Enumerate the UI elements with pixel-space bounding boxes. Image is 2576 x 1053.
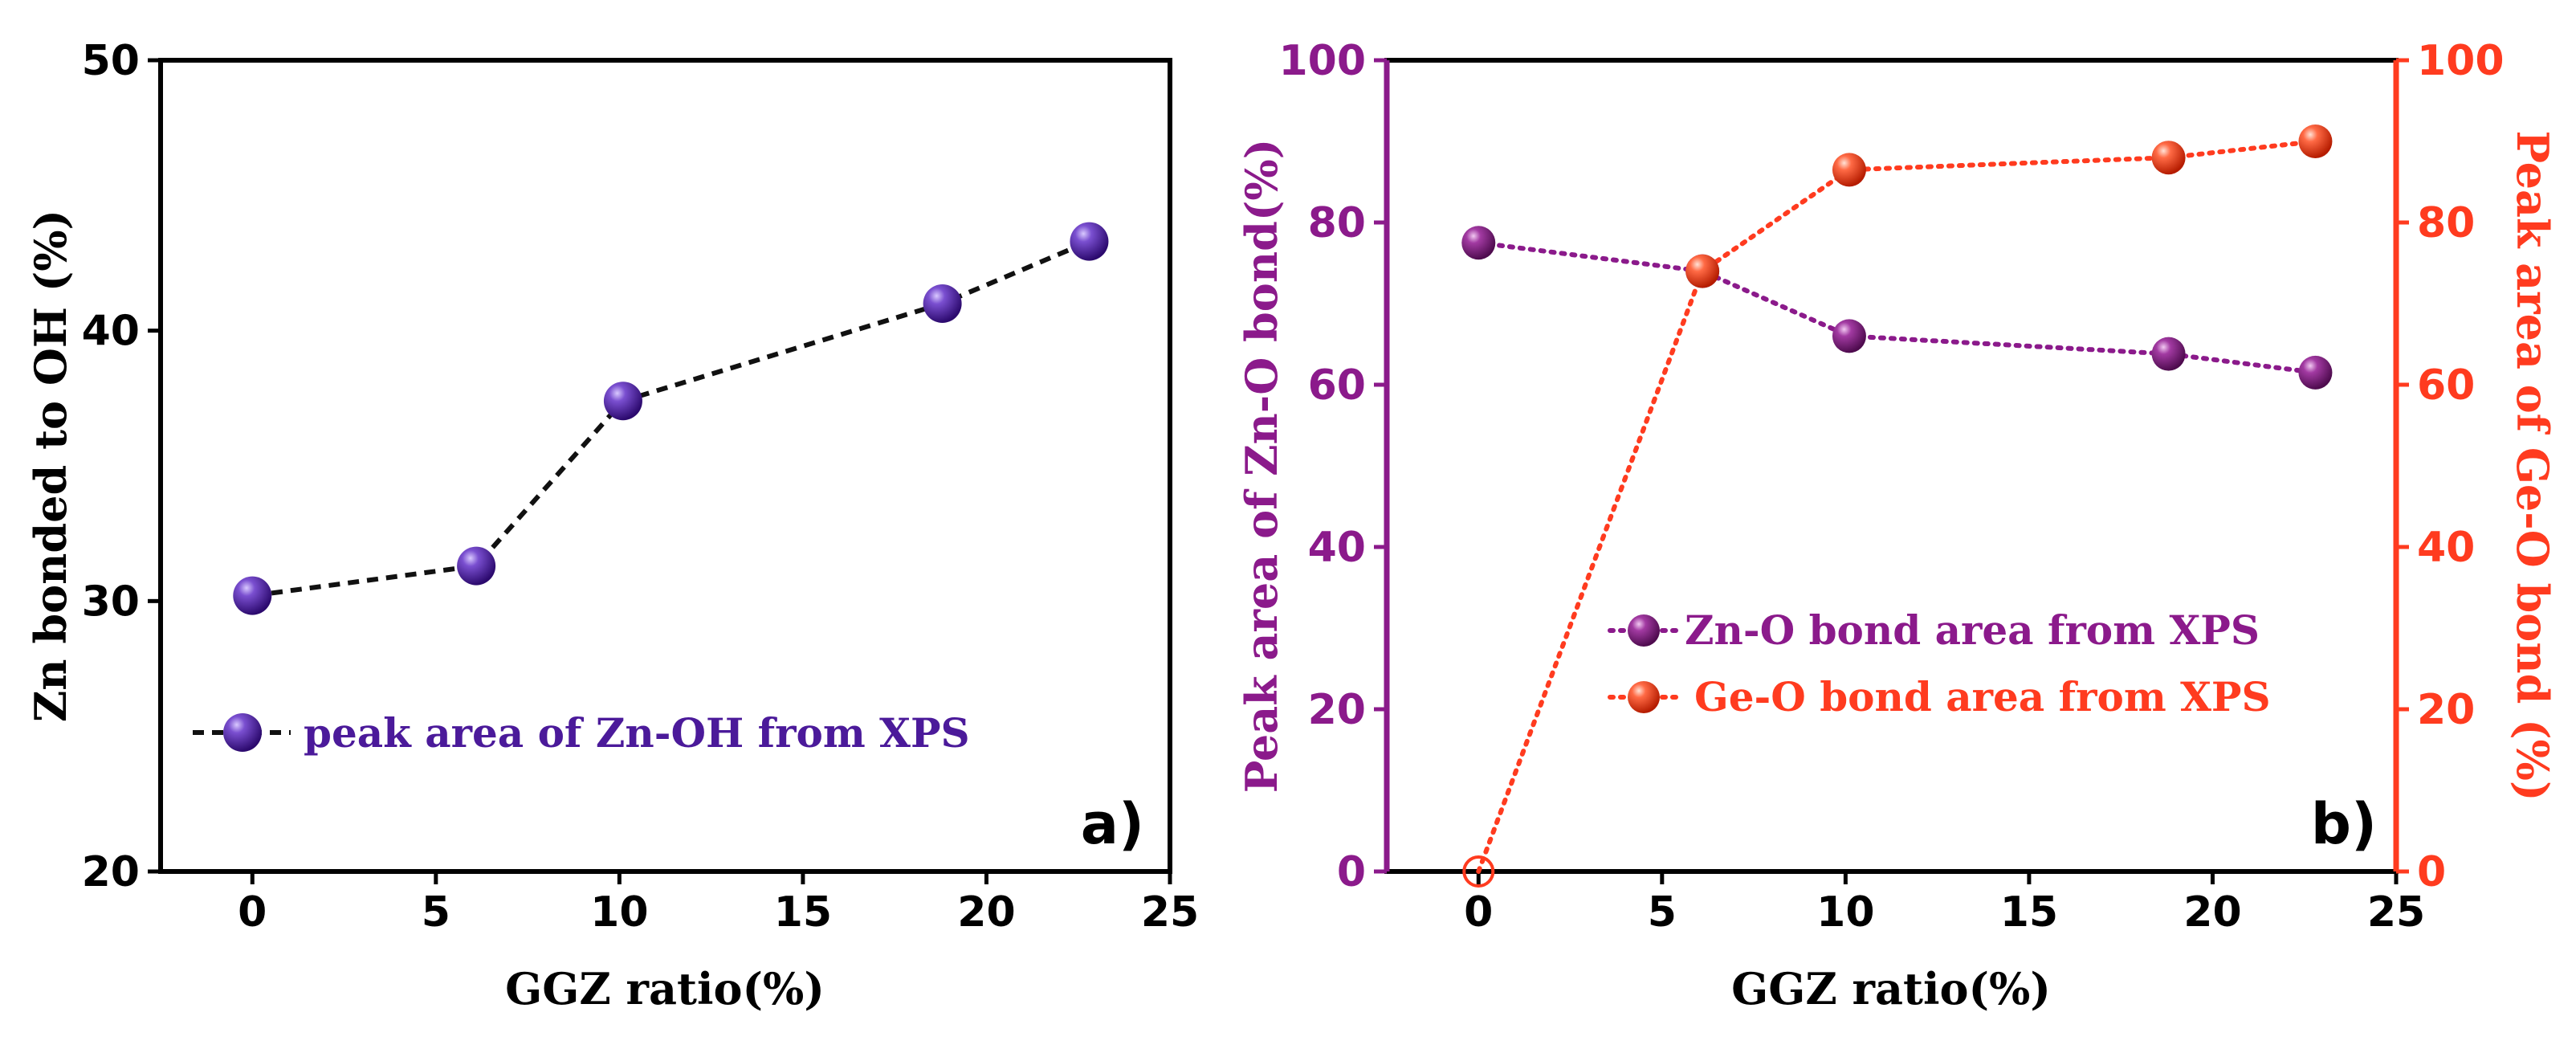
panel-a-y-tick-label: 30 (82, 578, 140, 626)
panel-b-series-0-point (2151, 337, 2186, 371)
panel-b-right-y-tick-label: 40 (2417, 524, 2475, 572)
panel-a-legend: peak area of Zn-OH from XPS (193, 709, 970, 757)
panel-b-series-0-point (1832, 319, 1866, 353)
panel-a-y-tick-label: 40 (82, 308, 140, 356)
panel-a-x-tick-label: 0 (238, 888, 267, 937)
panel-b-right-y-ticks: 0 20 40 60 80 100 (2396, 37, 2505, 896)
panel-b-x-tick-label: 15 (2000, 888, 2058, 937)
panel-b-series-1-line (1476, 139, 2318, 874)
panel-a-x-ticks: 0 5 10 15 20 25 (238, 871, 1199, 937)
panel-a: 0 5 10 15 20 25 20 30 40 50 GGZ ratio(%) Zn bond… (25, 37, 1199, 1014)
panel-b-legend-item-ge-o: Ge-O bond area from XPS (1608, 673, 2271, 720)
panel-b-series-0-point (2298, 355, 2333, 390)
panel-b: 0 5 10 15 20 25 0 20 40 60 80 100 0 20 40 60 80 100 GGZ… (1236, 37, 2558, 1014)
panel-b-series (1461, 124, 2333, 888)
panel-a-x-tick-label: 25 (1141, 888, 1199, 937)
panel-a-x-tick-label: 20 (957, 888, 1015, 937)
panel-b-x-tick-label: 25 (2367, 888, 2425, 937)
panel-a-label: a) (1081, 791, 1144, 857)
panel-a-x-axis-title: GGZ ratio(%) (505, 963, 825, 1014)
panel-b-series-1-point (1832, 153, 1866, 187)
panel-b-legend-marker-zn-o (1628, 614, 1660, 647)
panel-b-legend: Zn-O bond area from XPS Ge-O bond area f… (1608, 606, 2271, 720)
panel-b-series-1-point (2298, 124, 2333, 158)
panel-b-right-y-tick-label: 60 (2417, 361, 2475, 410)
panel-a-y-tick-label: 20 (82, 848, 140, 896)
panel-b-series-0-point (1461, 226, 1496, 260)
panel-b-x-tick-label: 5 (1648, 888, 1677, 937)
panel-b-legend-item-zn-o: Zn-O bond area from XPS (1608, 606, 2260, 654)
panel-b-frame (1384, 58, 2399, 874)
panel-b-right-y-tick-label: 20 (2417, 686, 2475, 734)
panel-a-series-0-point (233, 576, 272, 615)
panel-b-x-tick-label: 0 (1464, 888, 1493, 937)
panel-b-y-tick-label: 0 (1337, 848, 1366, 896)
panel-b-legend-marker-ge-o (1628, 681, 1660, 713)
panel-b-x-tick-label: 20 (2183, 888, 2241, 937)
panel-b-y-tick-label: 80 (1308, 199, 1366, 247)
panel-b-legend-label-zn-o: Zn-O bond area from XPS (1685, 606, 2260, 654)
panel-a-frame (158, 58, 1172, 874)
panel-a-x-tick-label: 5 (422, 888, 450, 937)
panel-a-y-ticks: 20 30 40 50 (82, 37, 161, 896)
panel-a-x-tick-label: 15 (774, 888, 832, 937)
panel-b-series-1-point (1462, 855, 1495, 888)
panel-a-legend-label: peak area of Zn-OH from XPS (304, 709, 970, 757)
panel-a-y-axis-title: Zn bonded to OH (%) (25, 210, 76, 722)
panel-b-right-y-tick-label: 0 (2417, 848, 2446, 896)
panel-a-series-0-point (923, 284, 962, 323)
panel-b-x-axis-title: GGZ ratio(%) (1731, 963, 2051, 1014)
panel-b-y-tick-label: 20 (1308, 686, 1366, 734)
panel-b-series-1-point (1685, 254, 1720, 288)
panel-b-right-y-tick-label: 100 (2417, 37, 2505, 85)
panel-b-y-tick-label: 40 (1308, 524, 1366, 572)
panel-b-x-tick-label: 10 (1816, 888, 1874, 937)
panel-a-series-0-point (1070, 222, 1109, 261)
panel-b-y-tick-label: 60 (1308, 361, 1366, 410)
panel-a-series-0-point (457, 546, 496, 586)
panel-b-right-y-tick-label: 80 (2417, 199, 2475, 247)
panel-b-series-1-point (2151, 141, 2186, 175)
panel-b-legend-label-ge-o: Ge-O bond area from XPS (1694, 673, 2271, 720)
panel-a-series-0-point (603, 382, 642, 421)
panel-a-x-tick-label: 10 (590, 888, 648, 937)
panel-b-right-y-axis-title: Peak area of Ge-O bond (%) (2507, 130, 2558, 801)
panel-a-series-0-line (251, 239, 1090, 598)
panel-b-y-tick-label: 100 (1278, 37, 1366, 85)
panel-b-left-y-axis-title: Peak area of Zn-O bond(%) (1236, 139, 1287, 793)
panel-b-left-y-ticks: 0 20 40 60 80 100 (1278, 37, 1387, 896)
panel-b-x-ticks: 0 5 10 15 20 25 (1464, 871, 2425, 937)
panel-b-label: b) (2311, 791, 2377, 857)
panel-a-legend-marker (223, 713, 262, 752)
panel-a-series (233, 222, 1109, 615)
panel-a-y-tick-label: 50 (82, 37, 140, 85)
panel-b-series-0-line (1476, 240, 2318, 375)
